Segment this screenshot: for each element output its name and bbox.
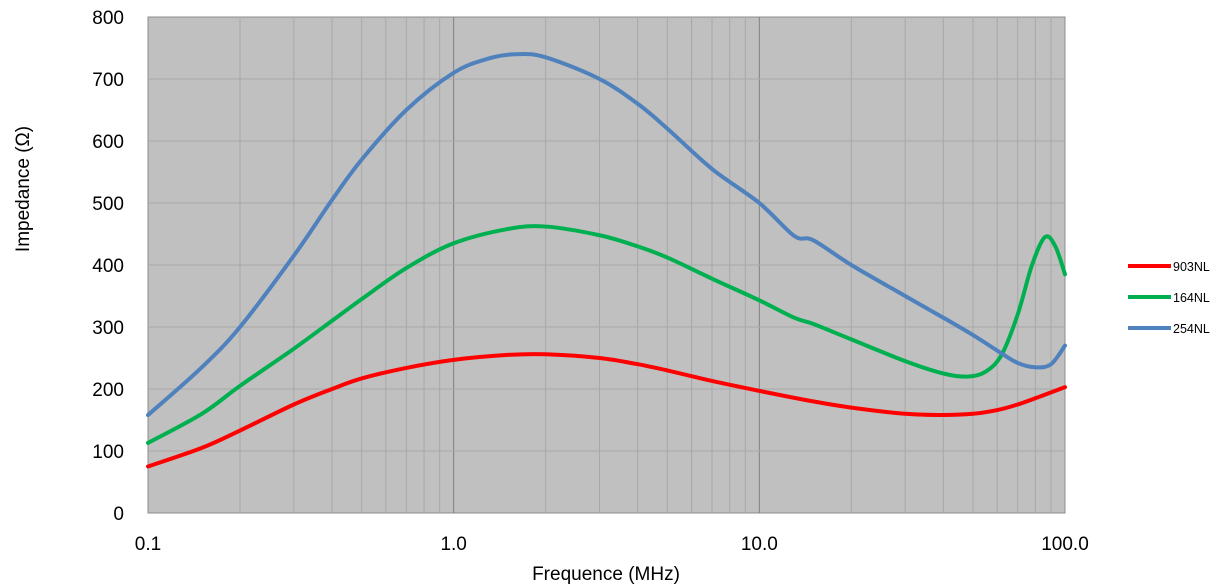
y-tick-label: 0 <box>113 504 124 525</box>
x-tick-label: 0.1 <box>135 534 161 555</box>
series-lines <box>146 51 1067 469</box>
x-tick-label: 1.0 <box>440 534 466 555</box>
series-line-903nl <box>146 352 1067 469</box>
legend-label-254nl: 254NL <box>1173 322 1210 336</box>
y-tick-label: 400 <box>92 256 124 277</box>
y-tick-label: 800 <box>92 8 124 29</box>
legend: 903NL 164NL 254NL <box>1128 260 1210 336</box>
legend-label-164nl: 164NL <box>1173 291 1210 305</box>
x-tick-label: 10.0 <box>741 534 778 555</box>
x-axis-ticks: 0.1 1.0 10.0 100.0 <box>135 534 1089 555</box>
y-tick-label: 700 <box>92 70 124 91</box>
x-tick-label: 100.0 <box>1041 534 1089 555</box>
y-axis-ticks: 0 100 200 300 400 500 600 700 800 <box>92 8 124 525</box>
y-tick-label: 200 <box>92 380 124 401</box>
y-tick-label: 500 <box>92 194 124 215</box>
legend-label-903nl: 903NL <box>1173 260 1210 274</box>
x-axis-title: Frequence (MHz) <box>532 564 680 585</box>
y-tick-label: 100 <box>92 442 124 463</box>
y-axis-title: Impedance (Ω) <box>13 126 34 252</box>
series-line-254nl <box>146 51 1067 418</box>
y-tick-label: 600 <box>92 132 124 153</box>
y-tick-label: 300 <box>92 318 124 339</box>
series-line-164nl <box>146 224 1067 445</box>
